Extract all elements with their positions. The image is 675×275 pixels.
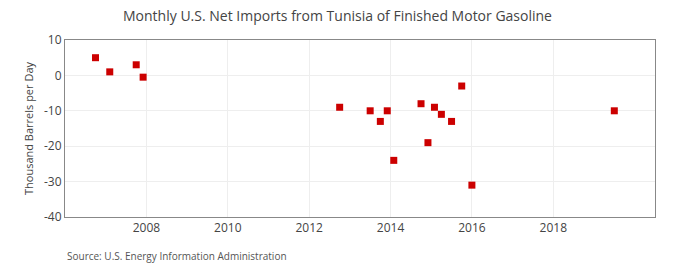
svg-text:-40: -40	[44, 208, 62, 225]
svg-text:-30: -30	[44, 173, 62, 190]
svg-text:-10: -10	[44, 102, 62, 119]
svg-text:2014: 2014	[377, 219, 405, 236]
svg-text:2008: 2008	[133, 219, 161, 236]
svg-text:Source: U.S. Energy Informatio: Source: U.S. Energy Information Administ…	[67, 249, 287, 263]
svg-text:Thousand Barrels per Day: Thousand Barrels per Day	[21, 62, 36, 195]
svg-text:2018: 2018	[540, 219, 568, 236]
svg-text:0: 0	[55, 67, 62, 84]
svg-text:-20: -20	[44, 137, 62, 154]
svg-text:2010: 2010	[214, 219, 242, 236]
svg-text:10: 10	[48, 31, 62, 48]
svg-text:2012: 2012	[295, 219, 323, 236]
svg-text:2016: 2016	[458, 219, 486, 236]
svg-text:Monthly U.S. Net Imports from: Monthly U.S. Net Imports from Tunisia of…	[123, 6, 552, 25]
